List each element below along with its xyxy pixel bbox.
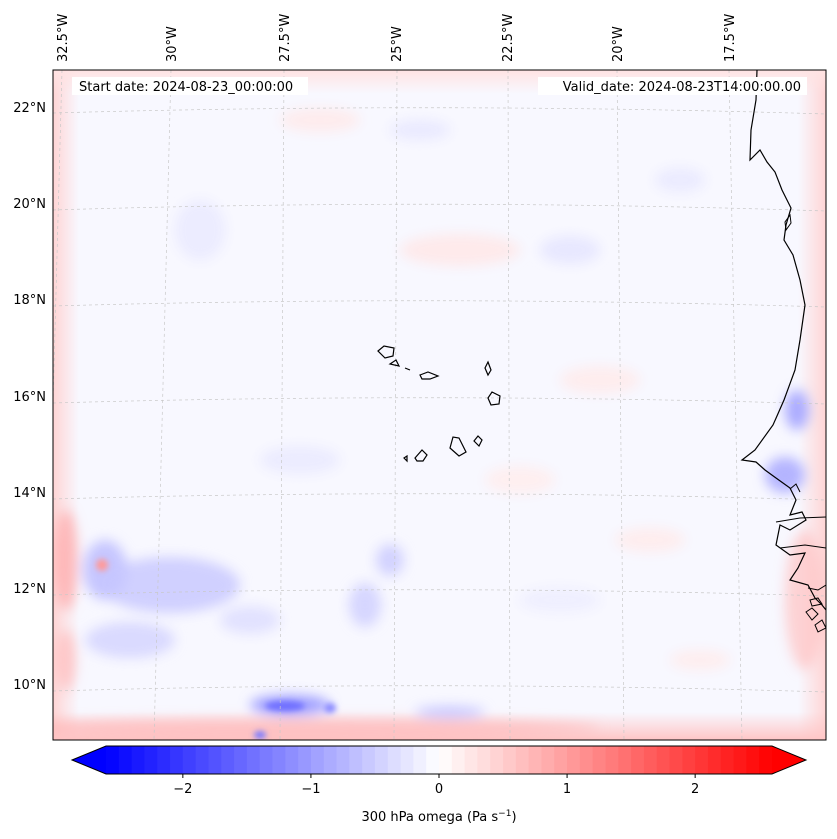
colorbar-tick-label: 1 <box>563 782 571 797</box>
colorbar-color-block <box>669 746 683 774</box>
lat-label: 22°N <box>13 101 46 116</box>
colorbar-tick-label: 0 <box>435 782 443 797</box>
colorbar-color-block <box>592 746 607 774</box>
lon-label: 32.5°W <box>56 14 71 62</box>
colorbar-color-block <box>464 746 479 774</box>
colorbar-color-block <box>157 746 171 774</box>
colorbar-tick-label: −1 <box>301 782 320 797</box>
colorbar-color-block <box>631 746 645 774</box>
lon-label: 17.5°W <box>723 14 738 62</box>
valid-date-label: Valid_date: 2024-08-23T14:00:00.00 <box>563 80 801 95</box>
colorbar-color-block <box>439 746 453 774</box>
lat-label: 16°N <box>13 390 46 405</box>
field-edge-left <box>53 70 79 740</box>
colorbar-color-block <box>144 746 158 774</box>
colorbar-color-block <box>272 746 286 774</box>
colorbar-color-block <box>707 746 722 774</box>
colorbar-color-block <box>528 746 543 774</box>
lon-label: 20°W <box>611 26 626 62</box>
colorbar-tick-label: 2 <box>691 782 699 797</box>
colorbar-color-block <box>246 746 261 774</box>
colorbar-color-blocks <box>72 746 806 774</box>
colorbar-color-block <box>451 746 466 774</box>
colorbar-color-block <box>182 746 197 774</box>
colorbar-color-block <box>682 746 696 774</box>
africa-coastline <box>740 70 826 611</box>
valid-date-box <box>538 77 807 95</box>
colorbar-color-block <box>759 746 773 774</box>
colorbar-color-block <box>643 746 658 774</box>
omega-contours <box>53 108 825 738</box>
colorbar-color-block <box>310 746 325 774</box>
colorbar-color-block <box>349 746 363 774</box>
lon-label: 30°W <box>165 26 180 62</box>
colorbar-outline <box>70 745 808 775</box>
colorbar-color-block <box>720 746 735 774</box>
colorbar-color-block <box>362 746 376 774</box>
lat-label: 12°N <box>13 582 46 597</box>
latitude-labels: 22°N 20°N 18°N 16°N 14°N 12°N 10°N <box>13 101 46 693</box>
colorbar-color-block <box>503 746 517 774</box>
colorbar-extend-min <box>72 746 106 774</box>
colorbar-color-block <box>656 746 671 774</box>
colorbar-color-block <box>400 746 414 774</box>
colorbar-color-block <box>567 746 581 774</box>
colorbar-color-block <box>298 746 312 774</box>
colorbar-color-block <box>746 746 760 774</box>
colorbar-color-block <box>733 746 747 774</box>
colorbar-color-block <box>579 746 594 774</box>
colorbar-color-block <box>221 746 235 774</box>
colorbar-tick-label: −2 <box>173 782 192 797</box>
lat-label: 10°N <box>13 678 46 693</box>
colorbar-label: 300 hPa omega (Pa s−1) <box>361 809 516 825</box>
start-date-label: Start date: 2024-08-23_00:00:00 <box>79 80 293 95</box>
lat-label: 18°N <box>13 293 46 308</box>
colorbar-ticks: −2 −1 0 1 2 <box>173 774 699 797</box>
map-frame <box>52 69 827 741</box>
cape-verde-islands <box>377 345 501 463</box>
lon-label: 22.5°W <box>501 14 516 62</box>
map-panel <box>53 70 826 740</box>
colorbar-color-block <box>695 746 709 774</box>
colorbar-color-block <box>323 746 338 774</box>
colorbar-color-block <box>195 746 210 774</box>
colorbar-color-block <box>336 746 350 774</box>
lat-label: 20°N <box>13 197 46 212</box>
colorbar-color-block <box>515 746 530 774</box>
colorbar-color-block <box>541 746 555 774</box>
colorbar-color-block <box>477 746 491 774</box>
lon-label: 25°W <box>390 26 405 62</box>
colorbar-color-block <box>259 746 274 774</box>
colorbar-color-block <box>413 746 427 774</box>
colorbar-color-block <box>387 746 402 774</box>
colorbar-color-block <box>618 746 632 774</box>
lat-label: 14°N <box>13 486 46 501</box>
colorbar-color-block <box>285 746 299 774</box>
colorbar-color-block <box>234 746 248 774</box>
colorbar-color-block <box>426 746 440 774</box>
longitude-labels: 32.5°W 30°W 27.5°W 25°W 22.5°W 20°W 17.5… <box>56 14 738 62</box>
colorbar-color-block <box>106 746 120 774</box>
colorbar-color-block <box>605 746 619 774</box>
colorbar-extend-max <box>772 746 806 774</box>
colorbar-color-block <box>374 746 389 774</box>
colorbar-color-block <box>490 746 504 774</box>
colorbar-color-block <box>118 746 133 774</box>
colorbar-color-block <box>131 746 146 774</box>
graticule <box>53 70 826 740</box>
colorbar-color-block <box>170 746 184 774</box>
colorbar: −2 −1 0 1 2 300 hPa omega (Pa s−1) <box>70 745 808 825</box>
lon-label: 27.5°W <box>278 14 293 62</box>
colorbar-color-block <box>554 746 568 774</box>
colorbar-color-block <box>208 746 222 774</box>
start-date-box <box>72 77 308 95</box>
